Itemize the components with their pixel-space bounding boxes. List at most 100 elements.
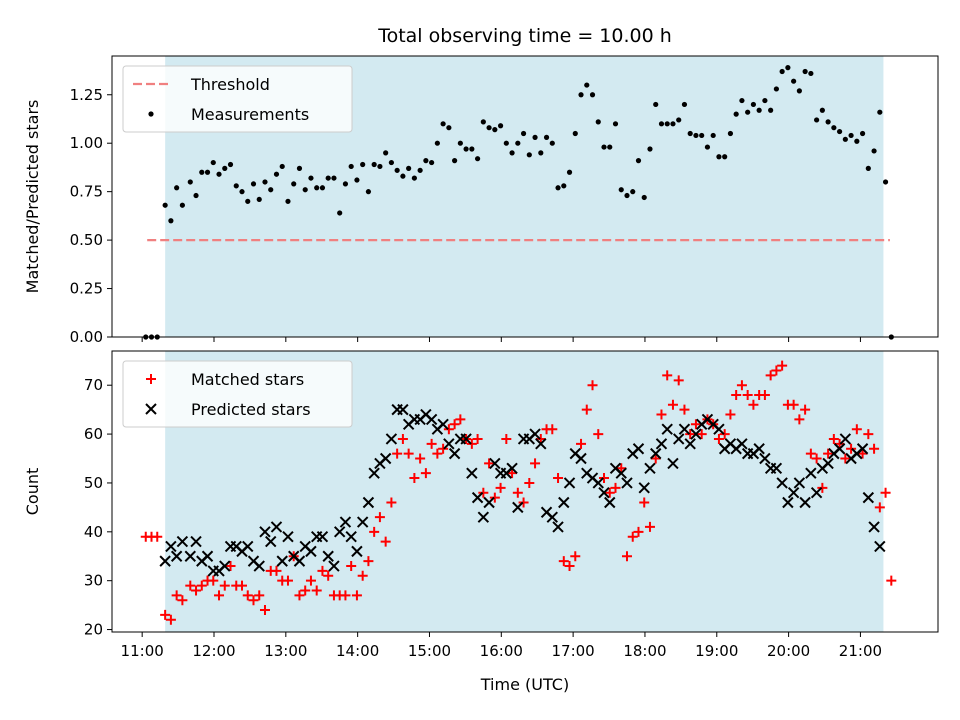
- predicted-star-point: [661, 423, 673, 435]
- predicted-star-point: [385, 433, 398, 445]
- measurement-point: [325, 175, 331, 181]
- predicted-star-point: [822, 457, 834, 470]
- matched-star-point: [650, 453, 661, 464]
- matched-star-point: [484, 458, 495, 469]
- bottom-panel-count: 20 30 40 50 60 70 11:00 12:00 13:00 14:00 15:00 16:…: [23, 351, 939, 660]
- measurement-point: [624, 192, 630, 199]
- measurement-point: [653, 101, 659, 108]
- measurement-point: [796, 88, 802, 94]
- predicted-star-point: [558, 496, 570, 509]
- matched-star-point: [627, 531, 638, 542]
- predicted-star-point: [176, 535, 189, 548]
- measurement-point: [168, 218, 174, 224]
- predicted-star-point: [805, 467, 817, 479]
- predicted-star-point: [667, 457, 679, 470]
- predicted-star-point: [856, 443, 869, 455]
- measurement-point: [842, 136, 848, 142]
- predicted-star-point: [759, 452, 771, 465]
- measurement-point: [566, 169, 573, 175]
- measurement-point: [342, 181, 349, 187]
- measurement-point: [250, 181, 257, 187]
- y-axis-label: Matched/Predicted stars: [23, 100, 42, 294]
- measurement-point: [365, 189, 372, 195]
- matched-star-point: [788, 399, 799, 410]
- matched-star-point: [777, 360, 788, 371]
- measurement-point: [819, 107, 825, 113]
- chart-title: Total observing time = 10.00 h: [377, 25, 672, 47]
- matched-star-point: [374, 512, 385, 523]
- matched-star-point: [759, 389, 770, 400]
- predicted-star-point: [673, 433, 685, 445]
- measurement-point: [273, 171, 280, 177]
- matched-star-point: [558, 556, 569, 567]
- matched-star-point: [644, 521, 655, 532]
- predicted-star-point: [753, 443, 765, 455]
- matched-star-point: [160, 609, 171, 620]
- matched-star-point: [713, 433, 724, 444]
- matched-star-point: [690, 419, 701, 430]
- matched-star-point: [392, 448, 403, 459]
- measurement-point: [314, 185, 320, 191]
- measurement-point: [193, 192, 199, 199]
- matched-star-point: [685, 429, 696, 440]
- predicted-star-point: [333, 526, 346, 538]
- predicted-star-point: [170, 550, 183, 562]
- measurement-point: [406, 165, 412, 171]
- predicted-star-point: [339, 516, 352, 528]
- measurement-point: [635, 158, 642, 164]
- measurement-point: [239, 189, 245, 195]
- measurement-point: [210, 159, 216, 166]
- measurement-point: [256, 196, 262, 203]
- measurement-point: [687, 130, 693, 137]
- matched-star-point: [185, 580, 196, 591]
- matched-star-point: [254, 590, 265, 601]
- predicted-star-point: [448, 447, 461, 460]
- x-tick-label: 11:00: [121, 642, 164, 660]
- matched-star-point: [415, 453, 426, 464]
- measurement-point: [285, 198, 291, 204]
- predicted-star-point: [621, 477, 633, 489]
- measurement-point: [360, 161, 366, 168]
- predicted-star-point: [615, 467, 627, 479]
- matched-star-point: [840, 453, 851, 464]
- matched-star-point: [604, 487, 615, 498]
- matched-star-point: [874, 502, 885, 513]
- legend: Matched stars Predicted stars: [122, 360, 353, 428]
- matched-star-point: [742, 389, 753, 400]
- y-tick-label: 0.75: [70, 183, 103, 201]
- measurement-point: [756, 107, 762, 113]
- matched-star-point: [828, 433, 839, 444]
- y-tick-label: 40: [84, 523, 103, 541]
- measurement-point: [727, 130, 734, 137]
- predicted-star-point: [159, 555, 171, 567]
- matched-star-point: [323, 570, 334, 581]
- matched-star-point: [363, 556, 374, 567]
- predicted-star-point: [282, 530, 294, 543]
- measurement-point: [394, 167, 400, 173]
- matched-star-point: [576, 438, 587, 449]
- predicted-star-point: [316, 530, 329, 543]
- measurement-point: [572, 130, 578, 137]
- matched-star-point: [426, 438, 437, 449]
- predicted-star-point: [368, 467, 380, 479]
- matched-star-point: [667, 399, 678, 410]
- predicted-star-point: [362, 496, 375, 509]
- measurement-point: [762, 97, 768, 104]
- measurement-point: [354, 177, 360, 183]
- measurement-point: [710, 132, 716, 139]
- matched-star-point: [553, 473, 564, 484]
- predicted-star-point: [477, 511, 490, 523]
- measurement-point: [814, 117, 820, 123]
- matched-star-point: [771, 365, 782, 376]
- matched-star-point: [524, 477, 535, 488]
- matched-star-point: [495, 482, 506, 493]
- matched-star-point: [196, 580, 207, 591]
- measurement-point: [187, 179, 193, 185]
- measurement-point: [526, 152, 532, 158]
- measurement-point: [865, 165, 871, 171]
- matched-star-point: [351, 590, 362, 601]
- measurement-point: [773, 86, 779, 92]
- y-tick-label: 0.50: [70, 231, 103, 249]
- predicted-star-point: [713, 423, 725, 435]
- matched-star-point: [748, 399, 759, 410]
